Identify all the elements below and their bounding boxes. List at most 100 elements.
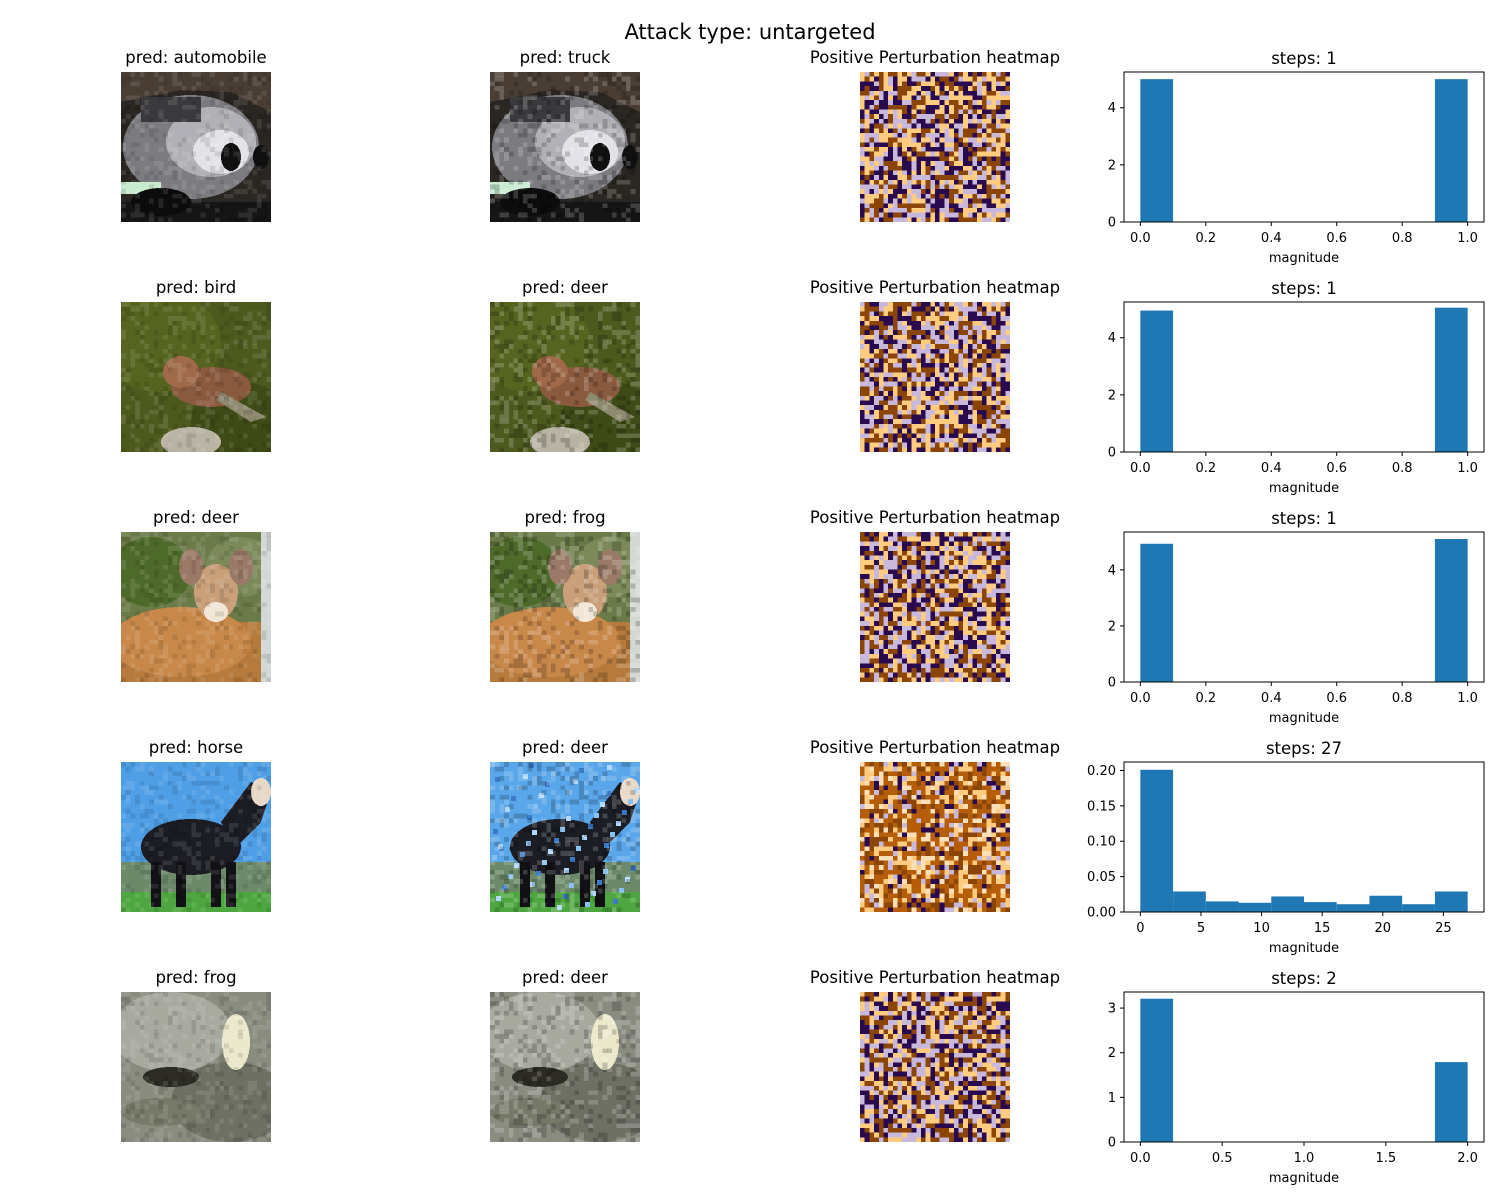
x-tick-label: 20 xyxy=(1375,921,1392,936)
perturbation-heatmap xyxy=(860,762,1010,912)
x-tick-label: 1.0 xyxy=(1457,231,1478,246)
figure-row: pred: automobile pred: truck Positive Pert… xyxy=(0,50,1500,280)
axes-frame xyxy=(1124,72,1484,222)
histogram-title: steps: 1 xyxy=(1271,280,1337,298)
perturbation-heatmap xyxy=(860,302,1010,452)
x-tick-label: 0.0 xyxy=(1130,1151,1151,1166)
axes-frame xyxy=(1124,762,1484,912)
x-axis-label: magnitude xyxy=(1269,941,1339,956)
histogram-bar xyxy=(1239,903,1272,912)
perturbation-heatmap xyxy=(860,72,1010,222)
adversarial-image xyxy=(490,302,640,452)
x-tick-label: 10 xyxy=(1253,921,1270,936)
y-tick-label: 3 xyxy=(1108,1002,1116,1017)
x-tick-label: 0 xyxy=(1136,921,1144,936)
x-tick-label: 0.0 xyxy=(1130,461,1151,476)
histogram-bar xyxy=(1271,896,1304,912)
x-axis-label: magnitude xyxy=(1269,1171,1339,1186)
x-axis-label: magnitude xyxy=(1269,481,1339,496)
y-tick-label: 2 xyxy=(1108,388,1116,403)
original-image-title: pred: horse xyxy=(46,738,346,758)
x-tick-label: 0.0 xyxy=(1130,691,1151,706)
y-tick-label: 0.00 xyxy=(1087,906,1116,921)
perturbation-heatmap xyxy=(860,532,1010,682)
histogram-bar xyxy=(1402,904,1435,912)
histogram-bar xyxy=(1435,539,1468,682)
histogram-bar xyxy=(1140,311,1173,452)
histogram-title: steps: 27 xyxy=(1266,740,1342,758)
adversarial-image xyxy=(490,762,640,912)
x-tick-label: 0.8 xyxy=(1392,231,1413,246)
axes-frame xyxy=(1124,532,1484,682)
original-image xyxy=(121,762,271,912)
histogram-bar xyxy=(1435,891,1468,912)
histogram-bar xyxy=(1140,770,1173,912)
x-tick-label: 5 xyxy=(1197,921,1205,936)
heatmap-title: Positive Perturbation heatmap xyxy=(785,48,1085,68)
x-tick-label: 0.4 xyxy=(1261,461,1282,476)
x-tick-label: 0.8 xyxy=(1392,691,1413,706)
histogram-bar xyxy=(1206,901,1239,912)
histogram-bar xyxy=(1173,891,1206,912)
y-tick-label: 4 xyxy=(1108,101,1116,116)
x-tick-label: 0.6 xyxy=(1326,231,1347,246)
original-image xyxy=(121,992,271,1142)
adversarial-image xyxy=(490,992,640,1142)
y-tick-label: 0 xyxy=(1108,676,1116,691)
original-image-title: pred: automobile xyxy=(46,48,346,68)
x-tick-label: 15 xyxy=(1314,921,1331,936)
x-tick-label: 1.0 xyxy=(1457,691,1478,706)
x-axis-label: magnitude xyxy=(1269,711,1339,726)
perturbation-heatmap xyxy=(860,992,1010,1142)
y-tick-label: 0.05 xyxy=(1087,870,1116,885)
x-axis-label: magnitude xyxy=(1269,251,1339,266)
x-tick-label: 0.2 xyxy=(1195,691,1216,706)
original-image-title: pred: deer xyxy=(46,508,346,528)
x-tick-label: 1.0 xyxy=(1457,461,1478,476)
heatmap-title: Positive Perturbation heatmap xyxy=(785,278,1085,298)
y-tick-label: 0 xyxy=(1108,216,1116,231)
y-tick-label: 0.10 xyxy=(1087,835,1116,850)
histogram-bar xyxy=(1140,999,1173,1142)
figure-row: pred: horse pred: deer Positive Perturbati… xyxy=(0,740,1500,970)
x-tick-label: 0.5 xyxy=(1212,1151,1233,1166)
x-tick-label: 0.2 xyxy=(1195,231,1216,246)
histogram-bar xyxy=(1337,904,1370,912)
histogram-bar xyxy=(1435,308,1468,452)
original-image-title: pred: frog xyxy=(46,968,346,988)
adversarial-image-title: pred: truck xyxy=(415,48,715,68)
x-tick-label: 0.0 xyxy=(1130,231,1151,246)
adversarial-image xyxy=(490,72,640,222)
adversarial-image-title: pred: deer xyxy=(415,738,715,758)
histogram-bar xyxy=(1435,79,1468,222)
x-tick-label: 0.6 xyxy=(1326,691,1347,706)
x-tick-label: 0.2 xyxy=(1195,461,1216,476)
histogram-title: steps: 1 xyxy=(1271,50,1337,68)
x-tick-label: 0.6 xyxy=(1326,461,1347,476)
x-tick-label: 0.8 xyxy=(1392,461,1413,476)
original-image-title: pred: bird xyxy=(46,278,346,298)
y-tick-label: 2 xyxy=(1108,619,1116,634)
histogram-bar xyxy=(1435,1062,1468,1142)
y-tick-label: 0 xyxy=(1108,1136,1116,1151)
figure-title: Attack type: untargeted xyxy=(0,19,1500,45)
x-tick-label: 0.4 xyxy=(1261,231,1282,246)
y-tick-label: 4 xyxy=(1108,563,1116,578)
axes-frame xyxy=(1124,992,1484,1142)
adversarial-image xyxy=(490,532,640,682)
x-tick-label: 0.4 xyxy=(1261,691,1282,706)
x-tick-label: 25 xyxy=(1435,921,1452,936)
y-tick-label: 1 xyxy=(1108,1091,1116,1106)
heatmap-title: Positive Perturbation heatmap xyxy=(785,508,1085,528)
histogram-title: steps: 2 xyxy=(1271,970,1337,988)
heatmap-title: Positive Perturbation heatmap xyxy=(785,738,1085,758)
